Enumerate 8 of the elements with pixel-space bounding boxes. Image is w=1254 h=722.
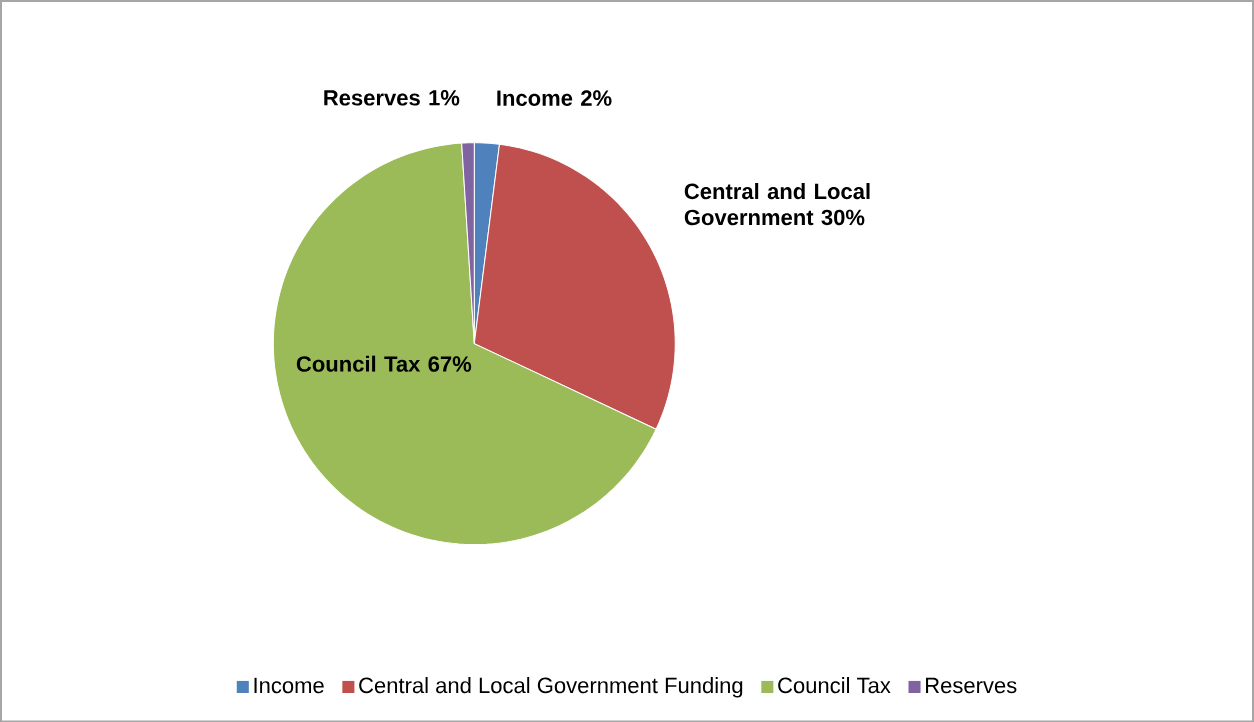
data-label: Council Tax 67% — [296, 355, 472, 372]
data-label: Central and Local Government 30% — [684, 182, 870, 226]
data-label: Income 2% — [497, 90, 612, 106]
data-label: Reserves 1% — [324, 89, 460, 106]
legend-label: Central and Local Government Funding — [359, 676, 743, 698]
legend-label: Income — [254, 677, 324, 693]
legend-label: Council Tax — [778, 676, 891, 693]
legend-label: Reserves — [926, 677, 1017, 693]
